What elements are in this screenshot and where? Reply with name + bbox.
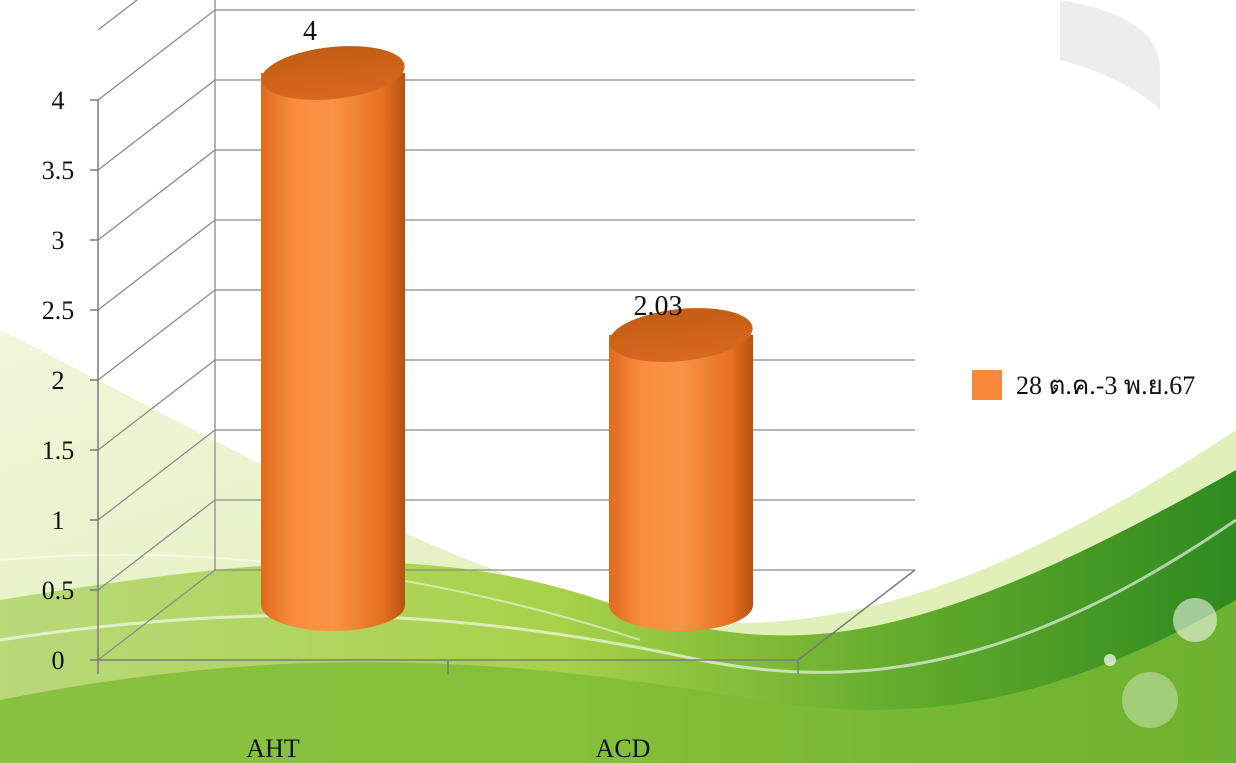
legend-label: 28 ต.ค.-3 พ.ย.67: [1016, 371, 1195, 400]
x-axis-tick-labels: AHT ACD: [246, 734, 650, 763]
gridline: [97, 289, 915, 381]
y-tick-label: 3.5: [42, 156, 75, 185]
y-tick-label: 1.5: [42, 436, 75, 465]
data-label: 2.03: [634, 291, 683, 322]
y-tick-label: 2.5: [42, 296, 75, 325]
gridline: [97, 0, 139, 31]
gridline: [97, 9, 915, 101]
floor-right-edge: [797, 569, 916, 661]
axes: [90, 99, 916, 674]
gridline: [97, 219, 915, 311]
y-tick-label: 3: [52, 226, 65, 255]
bar-top: [609, 308, 753, 362]
gridline: [97, 79, 915, 171]
x-tick-label: AHT: [246, 734, 300, 763]
bar-body: [261, 73, 405, 631]
bars: [261, 46, 753, 631]
y-axis-tick-labels: 0 0.5 1 1.5 2 2.5 3 3.5 4: [42, 86, 75, 675]
x-tick-label: ACD: [596, 734, 651, 763]
legend: 28 ต.ค.-3 พ.ย.67: [972, 370, 1195, 400]
data-labels: 42.03: [303, 16, 683, 322]
bar: [261, 46, 405, 631]
y-tick-label: 0.5: [42, 576, 75, 605]
data-label: 4: [303, 16, 317, 47]
y-tick-label: 4: [52, 86, 65, 115]
bar-body: [609, 335, 753, 631]
legend-swatch: [972, 370, 1002, 400]
y-tick-label: 1: [52, 506, 65, 535]
y-tick-label: 0: [52, 646, 65, 675]
bar-top: [261, 46, 405, 100]
y-tick-label: 2: [52, 366, 65, 395]
gridline: [97, 359, 915, 451]
bar: [609, 308, 753, 631]
gridline: [97, 149, 915, 241]
